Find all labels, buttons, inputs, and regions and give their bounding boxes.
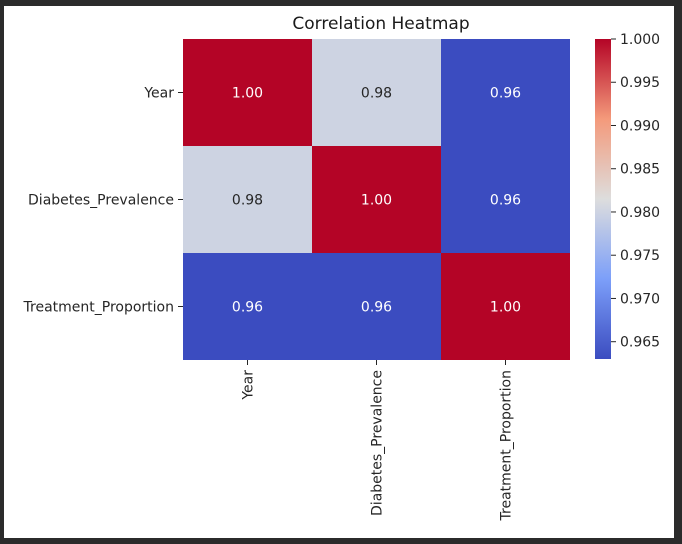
heatmap-cell-r0-c1 bbox=[312, 39, 441, 146]
colorbar-tick-label-6: 0.970 bbox=[620, 291, 660, 307]
colorbar-tick-label-7: 0.965 bbox=[620, 335, 660, 351]
cell-label-r1-c1: 1.00 bbox=[361, 193, 392, 209]
cell-label-r1-c2: 0.96 bbox=[490, 193, 521, 209]
y-tick-label-2: Treatment_Proportion bbox=[23, 300, 174, 316]
y-tick-label-0: Year bbox=[143, 86, 174, 102]
heatmap-cell-r2-c0 bbox=[183, 253, 312, 360]
heatmap-chart: 1.00 0.98 0.96 0.98 1.00 0.96 0.96 0.96 1.00 Year… bbox=[23, 32, 661, 521]
heatmap-cell-r1-c1 bbox=[312, 146, 441, 253]
cell-label-r1-c0: 0.98 bbox=[232, 193, 263, 209]
heatmap-cell-r2-c2 bbox=[441, 253, 570, 360]
heatmap-cell-r1-c0 bbox=[183, 146, 312, 253]
x-tick-label-2: Treatment_Proportion bbox=[499, 370, 515, 521]
figure: Correlation Heatmap 1.00 0.98 0.96 0.98 1.00… bbox=[4, 6, 674, 538]
x-tick-label-1: Diabetes_Prevalence bbox=[370, 370, 386, 516]
cell-label-r0-c2: 0.96 bbox=[490, 86, 521, 102]
x-tick-label-0: Year bbox=[241, 370, 257, 401]
colorbar-tick-label-0: 1.000 bbox=[620, 32, 660, 48]
cell-label-r0-c0: 1.00 bbox=[232, 86, 263, 102]
heatmap-cell-r0-c0 bbox=[183, 39, 312, 146]
colorbar-tick-label-3: 0.985 bbox=[620, 162, 660, 178]
heatmap-cell-r0-c2 bbox=[441, 39, 570, 146]
y-tick-label-1: Diabetes_Prevalence bbox=[28, 193, 174, 209]
heatmap-cell-r2-c1 bbox=[312, 253, 441, 360]
colorbar-tick-label-1: 0.995 bbox=[620, 75, 660, 91]
heatmap-cell-r1-c2 bbox=[441, 146, 570, 253]
colorbar-tick-label-5: 0.975 bbox=[620, 248, 660, 264]
colorbar bbox=[595, 39, 611, 359]
cell-label-r2-c0: 0.96 bbox=[232, 300, 263, 316]
chart-title: Correlation Heatmap bbox=[292, 14, 470, 34]
cell-label-r2-c1: 0.96 bbox=[361, 300, 392, 316]
colorbar-tick-label-4: 0.980 bbox=[620, 205, 660, 221]
colorbar-tick-label-2: 0.990 bbox=[620, 118, 660, 134]
cell-label-r2-c2: 1.00 bbox=[490, 300, 521, 316]
cell-label-r0-c1: 0.98 bbox=[361, 86, 392, 102]
